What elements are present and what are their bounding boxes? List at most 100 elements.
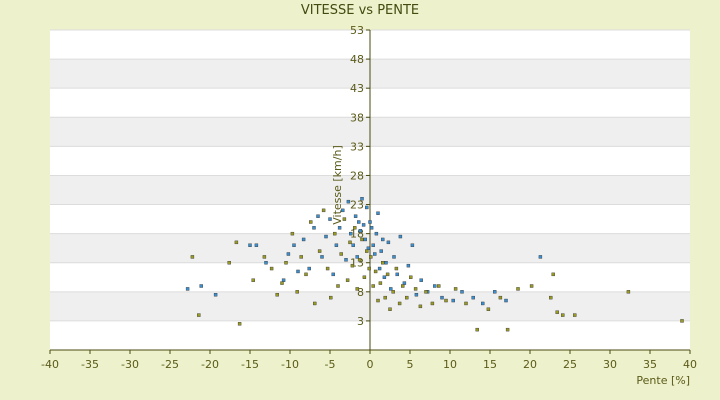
data-point — [331, 272, 335, 277]
data-point — [262, 255, 267, 259]
data-point — [368, 220, 372, 224]
data-point — [333, 231, 337, 236]
data-point — [190, 255, 195, 259]
data-point — [369, 255, 373, 259]
data-point — [433, 284, 437, 288]
data-point — [680, 319, 684, 323]
y-tick-label: 43 — [350, 82, 364, 95]
data-point — [481, 301, 485, 306]
data-point — [549, 295, 553, 300]
x-tick-label: 10 — [443, 358, 457, 371]
x-tick-label: -30 — [121, 358, 139, 371]
data-point — [328, 217, 332, 221]
data-point — [367, 266, 371, 271]
data-point — [357, 258, 362, 262]
data-point — [341, 208, 345, 213]
data-point — [391, 290, 395, 294]
data-point — [280, 281, 284, 285]
x-tick-label: 15 — [483, 358, 497, 371]
data-point — [505, 327, 510, 332]
data-point — [373, 252, 377, 256]
data-point — [349, 231, 353, 236]
data-point — [321, 208, 326, 213]
y-tick-label: 53 — [350, 24, 364, 37]
x-tick-label: 30 — [603, 358, 617, 371]
data-point — [398, 234, 403, 239]
y-tick-label: 48 — [350, 53, 364, 66]
data-point — [394, 266, 399, 271]
data-point — [374, 231, 379, 236]
data-point — [371, 243, 375, 247]
data-point — [384, 261, 388, 265]
data-point — [336, 284, 340, 288]
data-point — [418, 304, 423, 309]
data-point — [379, 249, 383, 253]
data-point — [248, 243, 252, 247]
data-point — [460, 290, 464, 294]
data-point — [402, 281, 407, 285]
data-point — [444, 298, 448, 303]
y-tick-label: 33 — [350, 140, 364, 153]
x-tick-label: 20 — [523, 358, 537, 371]
data-point — [414, 293, 419, 297]
data-point — [290, 231, 295, 236]
data-point — [237, 322, 242, 326]
data-point — [251, 278, 255, 282]
data-point — [378, 281, 383, 285]
data-point — [383, 295, 387, 300]
x-tick-label: 0 — [367, 358, 374, 371]
data-point — [377, 266, 382, 271]
data-point — [337, 226, 342, 230]
data-point — [366, 246, 371, 250]
data-point — [382, 275, 387, 279]
x-tick-label: 25 — [563, 358, 577, 371]
data-point — [313, 301, 317, 306]
data-point — [362, 275, 367, 279]
x-tick-label: 40 — [683, 358, 697, 371]
data-point — [269, 266, 274, 271]
data-point — [410, 243, 415, 247]
data-point — [353, 214, 358, 218]
data-point — [397, 301, 402, 306]
data-point — [365, 205, 369, 210]
data-point — [324, 234, 328, 239]
data-point — [626, 290, 631, 294]
data-point — [389, 287, 393, 291]
x-tick-label: -35 — [81, 358, 99, 371]
data-point — [355, 287, 359, 291]
data-point — [381, 261, 385, 265]
data-point — [307, 266, 311, 271]
data-point — [320, 255, 324, 259]
x-tick-label: -40 — [41, 358, 59, 371]
data-point — [385, 272, 390, 277]
data-point — [538, 255, 543, 259]
data-point — [453, 287, 458, 291]
data-point — [493, 290, 497, 294]
y-tick-label: 38 — [350, 111, 364, 124]
data-point — [281, 278, 286, 282]
data-point — [360, 237, 364, 242]
data-point — [296, 269, 300, 274]
data-point — [440, 295, 444, 300]
data-point — [413, 287, 418, 291]
data-point — [409, 275, 413, 279]
data-point — [498, 295, 503, 300]
data-point — [292, 243, 296, 247]
data-point — [227, 261, 231, 265]
x-tick-label: 35 — [643, 358, 657, 371]
y-tick-label: 8 — [357, 286, 364, 299]
y-tick-label: 3 — [357, 315, 364, 328]
data-point — [199, 284, 203, 288]
x-tick-label: -25 — [161, 358, 179, 371]
data-point — [197, 313, 201, 317]
y-tick-label: 13 — [350, 257, 364, 270]
x-axis-label: Pente [%] — [636, 374, 690, 387]
data-point — [504, 298, 508, 303]
data-point — [358, 229, 363, 233]
data-point — [451, 298, 455, 303]
y-axis-label: Vitesse [km/h] — [331, 145, 344, 225]
data-point — [361, 223, 366, 227]
data-point — [329, 295, 333, 300]
data-point — [254, 243, 259, 247]
